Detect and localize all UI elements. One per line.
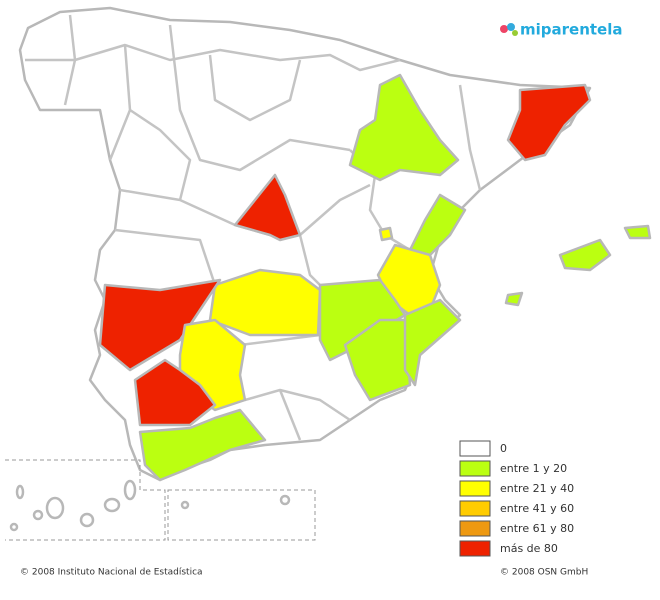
legend-label: más de 80 <box>500 542 558 555</box>
legend-swatch <box>459 440 491 457</box>
legend-label: 0 <box>500 442 507 455</box>
legend-swatch <box>459 540 491 557</box>
colored-provinces <box>98 73 652 482</box>
logo-text: miparentela <box>520 21 623 39</box>
legend-label: entre 21 y 40 <box>500 482 574 495</box>
footer-left: © 2008 Instituto Nacional de Estadística <box>20 568 203 578</box>
legend-label: entre 41 y 60 <box>500 502 574 515</box>
inset-boxes <box>5 459 316 541</box>
canary-islands <box>9 479 291 532</box>
legend: 0 entre 1 y 20 entre 21 y 40 entre 41 y 60 e… <box>459 440 574 557</box>
legend-swatch <box>459 480 491 497</box>
legend-swatch <box>459 520 491 537</box>
footer-right: © 2008 OSN GmbH <box>500 568 588 578</box>
legend-label: entre 61 y 80 <box>500 522 574 535</box>
logo: miparentela <box>500 21 623 39</box>
legend-swatch <box>459 500 491 517</box>
legend-label: entre 1 y 20 <box>500 462 567 475</box>
legend-swatch <box>459 460 491 477</box>
